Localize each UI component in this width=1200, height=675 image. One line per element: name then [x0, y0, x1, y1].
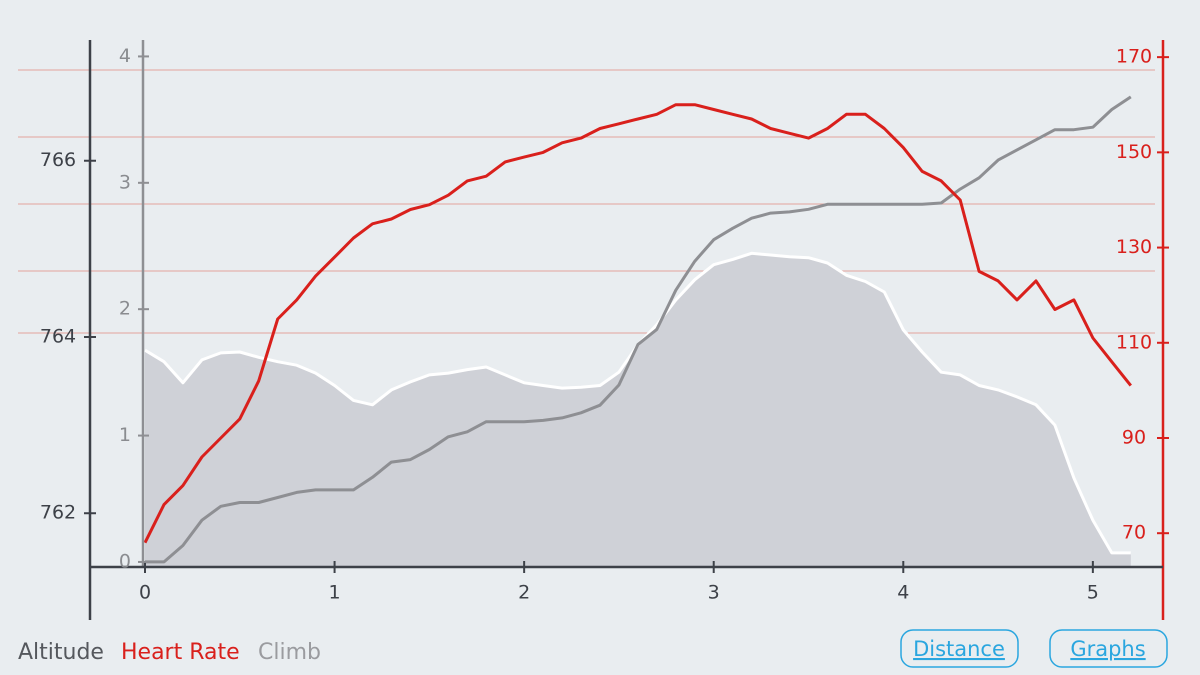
distance-button[interactable]: Distance [900, 629, 1019, 668]
heart-rate-tick-label: 70 [1122, 522, 1146, 544]
button-frame[interactable] [900, 629, 1019, 668]
climb-tick-label: 2 [119, 298, 131, 320]
button-label[interactable]: Distance [913, 637, 1005, 661]
legend-entry: Heart Rate [121, 640, 240, 665]
legend: Altitude Heart Rate Climb [18, 640, 321, 665]
plot [143, 95, 1132, 568]
altitude-tick-label: 762 [40, 502, 76, 524]
series-line [145, 95, 1132, 564]
ticks: 0 1 2 3 4 5 762 764 766 0 1 2 3 4 70 90 110 130 150 170 [40, 45, 1169, 604]
heart-rate-tick-label: 110 [1116, 331, 1152, 353]
x-tick-label: 1 [329, 582, 341, 604]
altitude-area [145, 253, 1131, 568]
x-tick-label: 4 [897, 582, 909, 604]
heart-rate-tick-label: 170 [1116, 46, 1152, 68]
climb-tick-label: 3 [119, 171, 131, 193]
climb-tick-label: 1 [119, 424, 131, 446]
button-label[interactable]: Graphs [1070, 637, 1145, 661]
x-tick-label: 5 [1087, 582, 1099, 604]
red-guides [18, 69, 1155, 334]
altitude-tick-label: 766 [40, 149, 76, 171]
legend-entry: Altitude [18, 640, 104, 665]
climb-tick-label: 0 [119, 550, 131, 572]
heart-rate-tick-label: 90 [1122, 426, 1146, 448]
series-line [143, 103, 1132, 544]
x-tick-label: 0 [139, 582, 151, 604]
legend-entry: Climb [258, 640, 321, 665]
altitude-tick-label: 764 [40, 325, 76, 347]
x-tick-label: 2 [518, 582, 530, 604]
x-tick-label: 3 [708, 582, 720, 604]
graphs-button[interactable]: Graphs [1049, 629, 1168, 668]
heart-rate-tick-label: 130 [1116, 236, 1152, 258]
climb-tick-label: 4 [119, 45, 131, 67]
heart-rate-tick-label: 150 [1116, 141, 1152, 163]
button-frame[interactable] [1049, 629, 1168, 668]
